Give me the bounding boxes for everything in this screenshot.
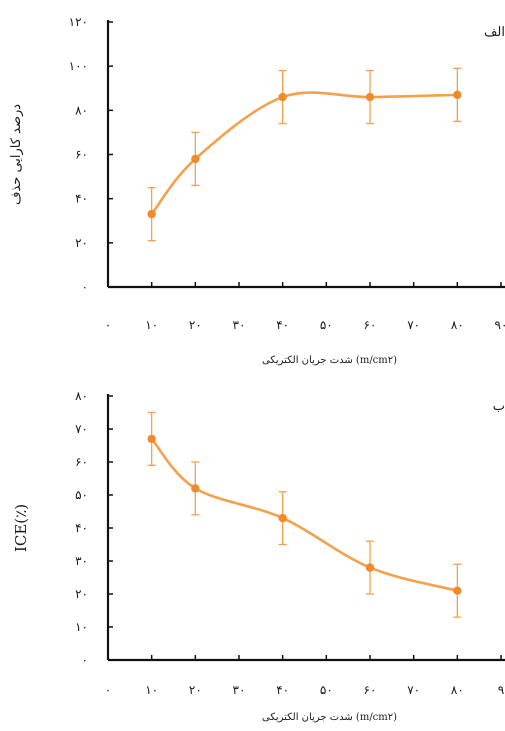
x-tick-label: ٣٠ (233, 683, 246, 697)
y-tick-label: ٢٠ (75, 587, 88, 601)
data-point (278, 92, 287, 102)
y-tick-label: ٣٠ (75, 554, 88, 568)
x-tick-label: ٨٠ (451, 318, 464, 332)
panel-label: الف (484, 25, 505, 40)
x-tick-label: ۶٠ (364, 683, 377, 697)
y-tick-label: ٠ (82, 653, 88, 667)
x-tick-label: ١٠ (145, 683, 158, 697)
x-axis-title: شدت جریان الکتریکی (m/cm٢) (262, 712, 397, 723)
y-tick-label: ١٢٠ (69, 15, 88, 29)
y-tick-label: ۴٠ (75, 521, 88, 535)
x-tick-label: ٩ (498, 683, 504, 697)
chart-panel-a: ٠ ٢٠ ۴٠ ۶٠ ٨٠ ١٠٠ ١٢٠ ٠ ١٠ ٢٠ ٣٠ ۴٠ ۵٠ ۶٠ ٧٠ ٨٠ ٩٠ شدت جر… (9, 15, 505, 366)
data-point (453, 90, 462, 100)
x-tick-label: ٠ (105, 683, 111, 697)
y-axis-title: درصد کارایی حذف (9, 104, 24, 205)
y-tick-label: ٨٠ (75, 389, 88, 403)
y-tick-label: ١٠ (75, 620, 88, 634)
y-tick-label: ۴٠ (75, 192, 88, 206)
x-tick-label: ٧٠ (407, 318, 420, 332)
data-point (191, 484, 200, 493)
x-tick-label: ۵٠ (320, 318, 333, 332)
x-tick-label: ٩٠ (495, 318, 505, 332)
x-tick-label: ۶٠ (364, 318, 377, 332)
panel-label: ب (493, 399, 505, 414)
y-tick-label: ٧٠ (75, 422, 88, 436)
x-tick-label: ۴٠ (276, 683, 289, 697)
x-tick-label: ٧٠ (407, 683, 420, 697)
x-tick-label: ٢٠ (189, 683, 202, 697)
x-tick-label: ۵٠ (320, 683, 333, 697)
x-tick-label: ۴٠ (276, 318, 289, 332)
data-point (365, 92, 375, 102)
x-tick-label: ٢٠ (189, 318, 202, 332)
data-point (453, 586, 462, 595)
y-tick-label: ۶٠ (75, 455, 88, 469)
y-tick-label: ٢٠ (75, 236, 88, 250)
x-tick-label: ٠ (105, 318, 111, 332)
data-point (147, 434, 156, 444)
x-tick-label: ٣٠ (233, 318, 246, 332)
y-tick-label: ١٠٠ (69, 59, 88, 73)
data-point (191, 154, 200, 164)
y-tick-label: ٨٠ (75, 103, 88, 117)
x-tick-label: ١٠ (145, 318, 158, 332)
x-tick-label: ٨٠ (451, 683, 464, 697)
series-line (150, 91, 459, 216)
y-axis-title: ICE(٪) (12, 504, 30, 552)
chart-panel-b: ٠ ١٠ ٢٠ ٣٠ ۴٠ ۵٠ ۶٠ ٧٠ ٨٠ ٠ ١٠ ٢٠ ٣٠ ۴٠ ۵٠ ۶٠ ٧٠ ٨٠ ٩ شدت ج… (12, 389, 505, 723)
y-tick-label: ۵٠ (75, 488, 88, 502)
y-tick-label: ۶٠ (75, 148, 88, 162)
data-point (278, 513, 287, 523)
y-tick-label: ٠ (82, 280, 88, 294)
data-point (365, 563, 375, 572)
data-point (147, 209, 156, 219)
x-axis-title: شدت جریان الکتریکی (m/cm٢) (262, 355, 397, 366)
